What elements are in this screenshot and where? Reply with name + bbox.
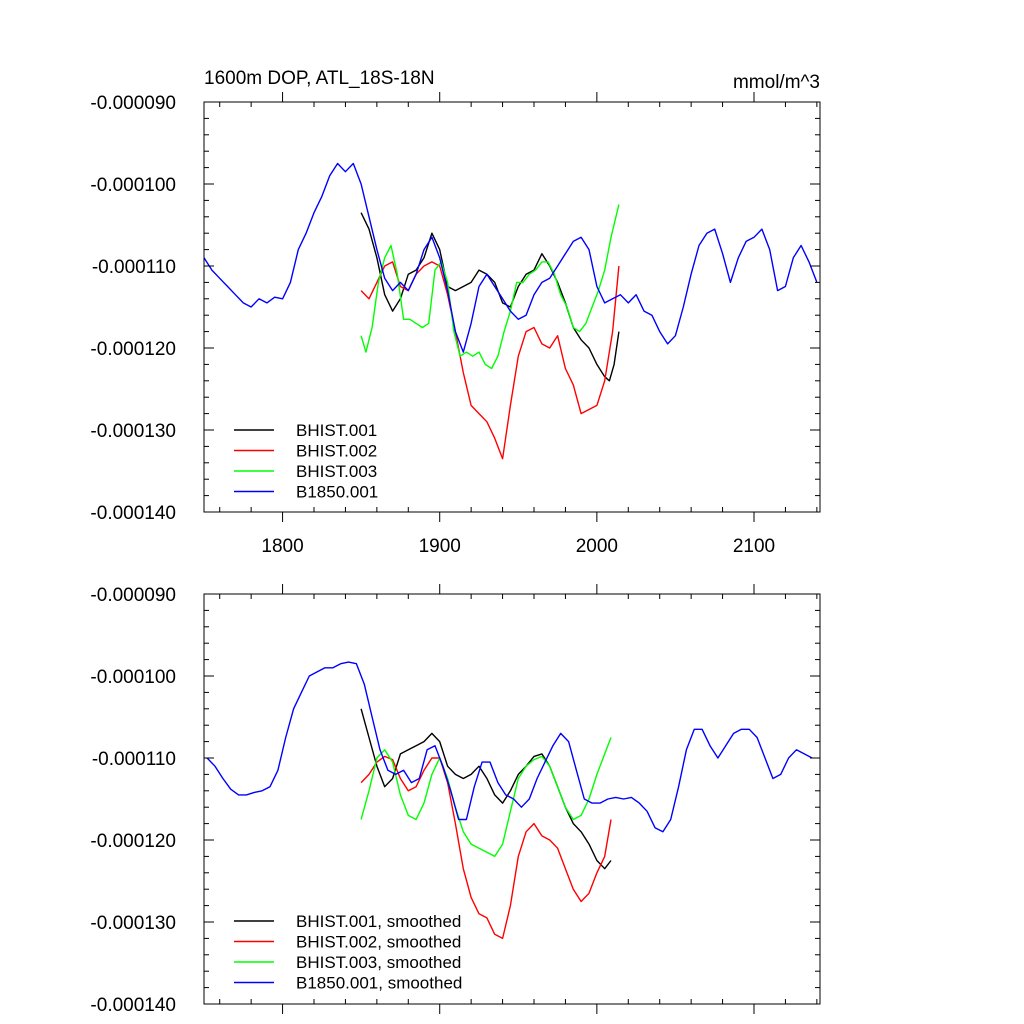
y-tick-label: -0.000090 [90,585,176,606]
top-chart-panel: 1600m DOP, ATL_18S-18N mmol/m^3 1800 1900… [90,68,821,557]
x-tick-label: 2100 [733,536,775,557]
series-line-4 [206,661,813,833]
legend-label: BHIST.001 [296,421,377,440]
bottom-chart-panel: -0.000090 -0.000100 -0.000110 -0.000120 -0.0… [90,584,821,1016]
x-tick-label: 2000 [576,536,618,557]
y-tick-label: -0.000120 [90,339,176,360]
series-line-1 [360,708,612,870]
legend-label: BHIST.003, smoothed [296,953,461,972]
legend-label: BHIST.001, smoothed [296,912,461,931]
legend-label: BHIST.002 [296,442,377,461]
chart-title: 1600m DOP, ATL_18S-18N [204,68,435,89]
legend-label: BHIST.003 [296,462,377,481]
legend-label: B1850.001 [296,483,378,502]
y-tick-label: -0.000140 [90,503,176,524]
y-tick-label: -0.000130 [90,913,176,934]
y-tick-label: -0.000120 [90,831,176,852]
units-label: mmol/m^3 [733,72,820,93]
y-tick-label: -0.000110 [92,257,176,278]
y-tick-label: -0.000090 [90,93,176,114]
series-line-2 [360,755,612,940]
x-tick-label: 1800 [261,536,303,557]
y-tick-label: -0.000100 [90,667,176,688]
y-tick-label: -0.000100 [90,175,176,196]
y-tick-label: -0.000130 [90,421,176,442]
y-tick-label: -0.000110 [92,749,176,770]
plot-frame [203,593,821,1005]
series-layer [206,661,813,940]
series-line-3 [360,737,612,858]
axis-ticks: -0.000090 -0.000100 -0.000110 -0.000120 -0.0… [90,584,820,1016]
plot-frame [203,101,821,513]
series-layer [203,162,818,460]
series-line-1 [360,212,620,382]
legend: BHIST.001, smoothed BHIST.002, smoothedBH… [234,912,462,993]
series-line-2 [360,261,620,460]
axis-ticks: 1800 1900 2000 2100 -0.000090 -0.000100 -0.000… [90,92,820,557]
series-line-4 [203,162,818,353]
y-tick-label: -0.000140 [90,995,176,1016]
legend-label: BHIST.002, smoothed [296,933,461,952]
x-tick-label: 1900 [419,536,461,557]
legend-label: B1850.001, smoothed [296,974,462,993]
series-line-3 [360,204,620,370]
